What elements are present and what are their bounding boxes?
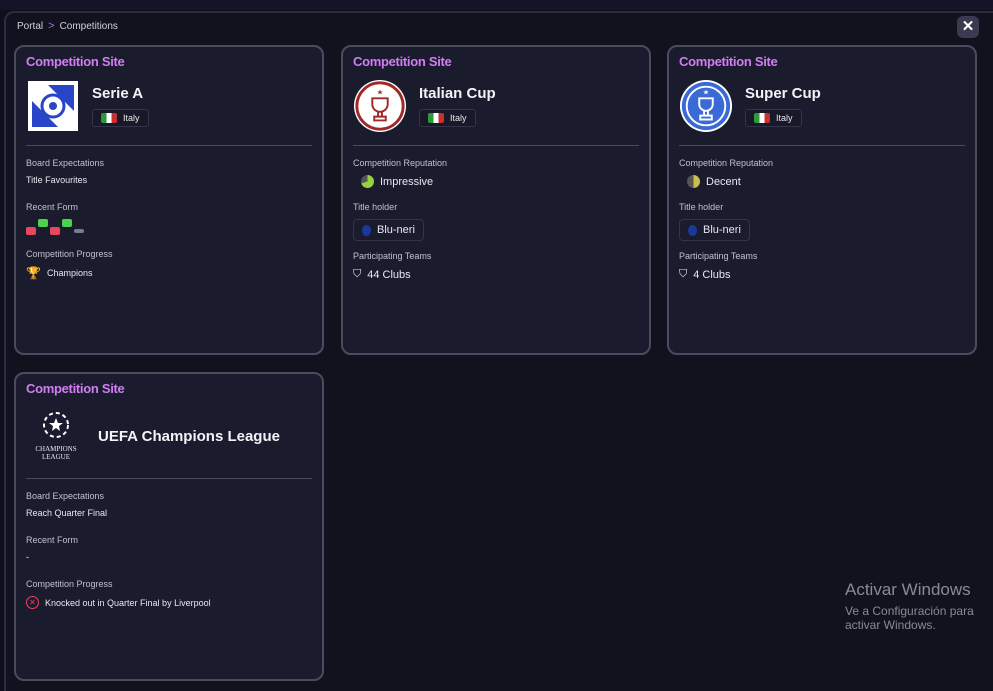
competition-card-champions-league[interactable]: Competition Site CHAMPIONS LEAGUE UEFA Ch… bbox=[14, 372, 324, 681]
card-header: Competition Site bbox=[353, 54, 452, 69]
competition-card-serie-a[interactable]: Competition Site Serie A Italy Board Exp… bbox=[14, 45, 324, 355]
title-holder-label: Title holder bbox=[679, 202, 724, 212]
progress-value: Knocked out in Quarter Final by Liverpoo… bbox=[45, 597, 211, 608]
card-header: Competition Site bbox=[26, 381, 125, 396]
competition-name: Italian Cup bbox=[419, 84, 496, 102]
progress-value: Champions bbox=[46, 268, 93, 278]
competition-progress-label: Competition Progress bbox=[26, 579, 113, 589]
top-bar bbox=[0, 0, 993, 10]
close-button[interactable]: ✕ bbox=[957, 16, 979, 38]
chevron-right-icon: > bbox=[48, 20, 55, 32]
country-name: Italy bbox=[123, 112, 140, 123]
trophy-icon: 🏆 bbox=[26, 266, 41, 280]
participating-teams-label: Participating Teams bbox=[679, 251, 758, 261]
club-crest-icon bbox=[688, 224, 697, 236]
reputation-icon bbox=[361, 175, 374, 188]
country-badge: Italy bbox=[92, 108, 149, 127]
italy-flag-icon bbox=[101, 112, 117, 123]
competition-name: Serie A bbox=[92, 84, 144, 102]
participating-teams-value: 44 Clubs bbox=[367, 268, 411, 281]
board-expectations-value: Title Favourites bbox=[26, 175, 88, 185]
board-expectations-label: Board Expectations bbox=[26, 491, 105, 501]
reputation-value: Decent bbox=[706, 175, 741, 188]
competition-card-italian-cup[interactable]: Competition Site Italian Cup Italy Compe… bbox=[341, 45, 651, 355]
participating-teams-value: 4 Clubs bbox=[693, 268, 731, 281]
form-loss bbox=[50, 227, 60, 235]
breadcrumb-competitions: Competitions bbox=[59, 20, 118, 32]
reputation-label: Competition Reputation bbox=[679, 158, 774, 168]
title-holder-chip[interactable]: Blu-neri bbox=[679, 219, 750, 241]
form-none bbox=[74, 229, 84, 233]
champions-league-logo: CHAMPIONS LEAGUE bbox=[26, 409, 86, 463]
windows-activation-subtext: Ve a Configuración para activar Windows. bbox=[845, 604, 974, 632]
participating-teams-label: Participating Teams bbox=[353, 251, 432, 261]
country-name: Italy bbox=[450, 112, 467, 123]
shield-icon: ⛉ bbox=[353, 268, 362, 280]
reputation-value: Impressive bbox=[380, 175, 434, 188]
eliminated-icon: ✕ bbox=[26, 596, 39, 609]
logo-text: LEAGUE bbox=[41, 453, 70, 461]
shield-icon: ⛉ bbox=[679, 268, 688, 280]
title-holder-chip[interactable]: Blu-neri bbox=[353, 219, 424, 241]
divider bbox=[26, 478, 312, 479]
italian-cup-logo bbox=[353, 79, 407, 133]
recent-form-label: Recent Form bbox=[26, 535, 79, 545]
title-holder-value: Blu-neri bbox=[703, 224, 741, 236]
windows-activation-watermark: Activar Windows bbox=[845, 580, 971, 599]
form-win bbox=[62, 219, 72, 227]
club-crest-icon bbox=[362, 224, 371, 236]
country-badge: Italy bbox=[745, 108, 802, 127]
country-name: Italy bbox=[776, 112, 793, 123]
breadcrumb: Portal > Competitions bbox=[17, 20, 118, 32]
recent-form bbox=[26, 219, 312, 235]
card-header: Competition Site bbox=[26, 54, 125, 69]
divider bbox=[353, 145, 639, 146]
italy-flag-icon bbox=[754, 112, 770, 123]
divider bbox=[679, 145, 965, 146]
country-badge: Italy bbox=[419, 108, 476, 127]
form-win bbox=[38, 219, 48, 227]
super-cup-logo bbox=[679, 79, 733, 133]
competition-name: Super Cup bbox=[745, 84, 821, 102]
reputation-icon bbox=[687, 175, 700, 188]
logo-text: CHAMPIONS bbox=[35, 445, 77, 453]
form-loss bbox=[26, 227, 36, 235]
title-holder-label: Title holder bbox=[353, 202, 398, 212]
board-expectations-label: Board Expectations bbox=[26, 158, 105, 168]
divider bbox=[26, 145, 312, 146]
competition-progress-label: Competition Progress bbox=[26, 249, 113, 259]
italy-flag-icon bbox=[428, 112, 444, 123]
reputation-label: Competition Reputation bbox=[353, 158, 448, 168]
recent-form-value: - bbox=[26, 552, 29, 562]
serie-a-logo bbox=[26, 79, 80, 133]
competition-card-super-cup[interactable]: Competition Site Super Cup Italy Competi… bbox=[667, 45, 977, 355]
card-header: Competition Site bbox=[679, 54, 778, 69]
breadcrumb-portal[interactable]: Portal bbox=[17, 20, 44, 32]
title-holder-value: Blu-neri bbox=[377, 224, 415, 236]
recent-form-label: Recent Form bbox=[26, 202, 79, 212]
competition-name: UEFA Champions League bbox=[98, 427, 280, 445]
board-expectations-value: Reach Quarter Final bbox=[26, 508, 108, 518]
